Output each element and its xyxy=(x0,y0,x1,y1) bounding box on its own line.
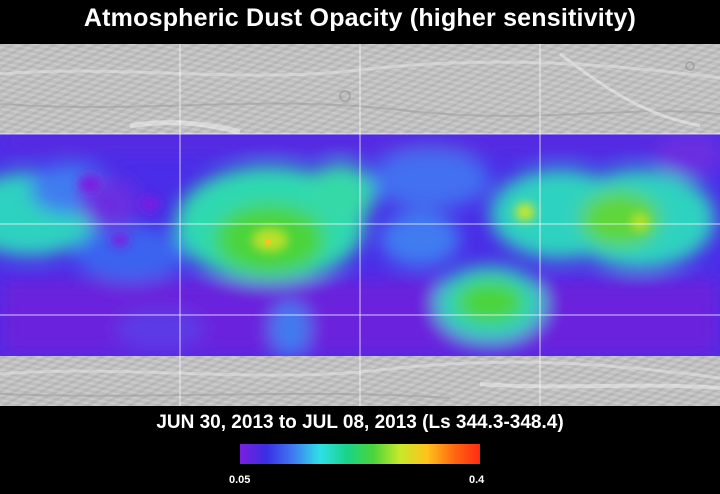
map-title: Atmospheric Dust Opacity (higher sensiti… xyxy=(83,4,637,32)
opacity-colorbar xyxy=(240,444,480,464)
dust-opacity-map xyxy=(0,44,720,406)
map-canvas xyxy=(0,44,720,406)
map-grid xyxy=(0,44,720,406)
date-range-caption: JUN 30, 2013 to JUL 08, 2013 (Ls 344.3-3… xyxy=(156,412,564,433)
colorbar-min-label: 0.05 xyxy=(229,474,251,486)
colorbar-max-label: 0.4 xyxy=(469,474,485,486)
